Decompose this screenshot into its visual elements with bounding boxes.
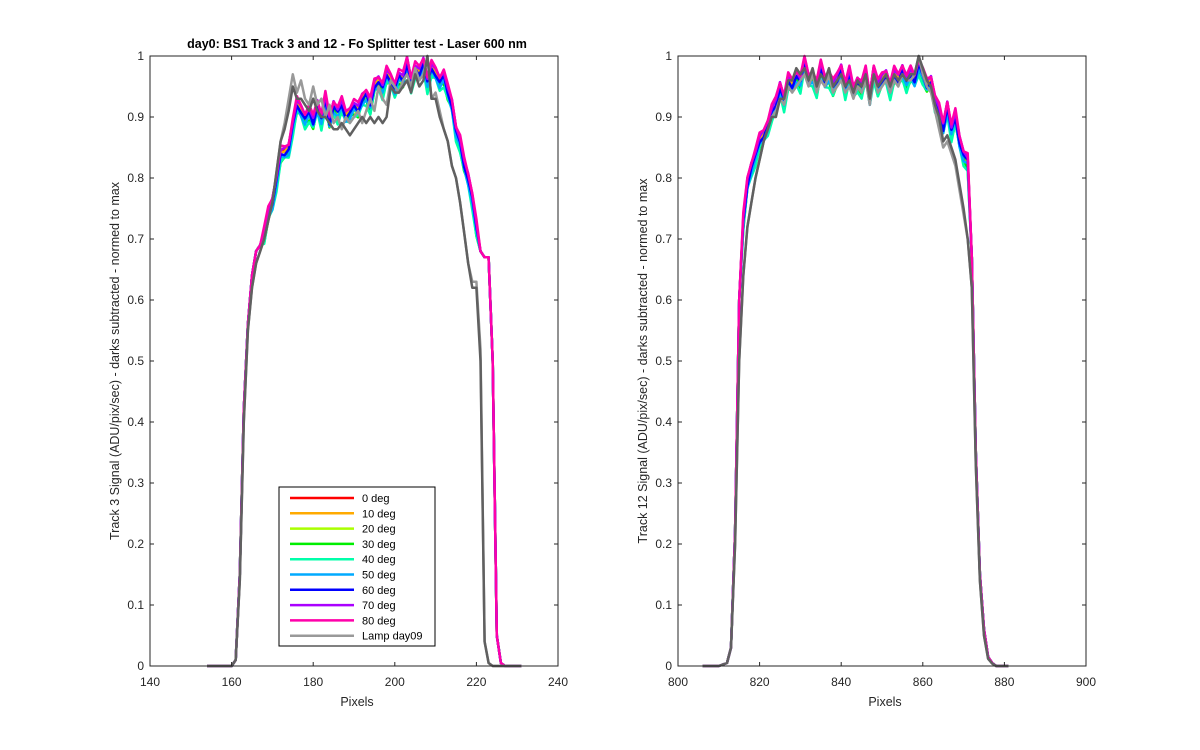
left-y-tick-label: 0.2 — [127, 537, 144, 551]
left-x-tick-label: 140 — [140, 675, 160, 689]
legend-entry: 0 deg — [362, 493, 390, 505]
legend-entry: 50 deg — [362, 570, 396, 582]
right-series-line-10 — [702, 54, 1009, 668]
right-y-tick-label: 0.7 — [655, 232, 672, 246]
left-plot: 140 160 180 200 220 240 0 0.1 0.2 0.3 0.4 0.5 0.6 0.7… — [108, 37, 568, 709]
right-x-tick-label: 900 — [1076, 675, 1096, 689]
right-plot-area — [678, 56, 1086, 666]
left-y-tick-label: 0.4 — [127, 415, 144, 429]
chart-title: day0: BS1 Track 3 and 12 - Fo Splitter t… — [187, 37, 527, 51]
left-series-line-10 — [207, 54, 522, 668]
left-x-tick-label: 240 — [548, 675, 568, 689]
left-y-axis-label: Track 3 Signal (ADU/pix/sec) - darks sub… — [108, 181, 122, 540]
right-x-tick-label: 800 — [668, 675, 688, 689]
left-y-tick-label: 0.7 — [127, 232, 144, 246]
right-x-axis-label: Pixels — [868, 695, 901, 709]
legend-entry: 40 deg — [362, 554, 396, 566]
left-plot-ticks: 140 160 180 200 220 240 0 0.1 0.2 0.3 0.4 0.5 0.6 0.7… — [127, 49, 568, 689]
legend-entry: 30 deg — [362, 539, 396, 551]
left-x-tick-label: 200 — [385, 675, 405, 689]
left-series-line-8 — [207, 55, 522, 668]
left-x-tick-label: 220 — [466, 675, 486, 689]
right-plot-lines — [702, 54, 1009, 668]
right-y-tick-label: 0.3 — [655, 476, 672, 490]
right-plot-frame — [677, 55, 1087, 667]
right-y-tick-label: 0.1 — [655, 598, 672, 612]
right-plot: 800 820 840 860 880 900 0 0.1 0.2 0.3 0.4 0.5 0.6 0.7… — [636, 49, 1096, 709]
left-y-tick-label: 0.6 — [127, 293, 144, 307]
legend: 0 deg 10 deg 20 deg 30 deg 40 deg 50 deg 60 de… — [278, 486, 436, 647]
left-y-tick-label: 1 — [137, 49, 144, 63]
legend-entry: 70 deg — [362, 600, 396, 612]
right-y-tick-label: 0.2 — [655, 537, 672, 551]
left-y-tick-label: 0.9 — [127, 110, 144, 124]
right-y-tick-label: 0.4 — [655, 415, 672, 429]
left-x-tick-label: 180 — [303, 675, 323, 689]
left-plot-frame — [149, 55, 559, 667]
right-x-tick-label: 820 — [750, 675, 770, 689]
left-y-tick-label: 0 — [137, 659, 144, 673]
left-y-tick-label: 0.1 — [127, 598, 144, 612]
left-plot-lines — [207, 54, 522, 668]
right-x-tick-label: 860 — [913, 675, 933, 689]
left-x-axis-label: Pixels — [340, 695, 373, 709]
legend-entry: 60 deg — [362, 585, 396, 597]
right-y-axis-label: Track 12 Signal (ADU/pix/sec) - darks su… — [636, 178, 650, 544]
right-x-tick-label: 880 — [994, 675, 1014, 689]
right-y-tick-label: 0.9 — [655, 110, 672, 124]
right-y-tick-label: 1 — [665, 49, 672, 63]
right-plot-ticks: 800 820 840 860 880 900 0 0.1 0.2 0.3 0.4 0.5 0.6 0.7… — [655, 49, 1096, 689]
legend-entry: 80 deg — [362, 615, 396, 627]
right-y-tick-label: 0 — [665, 659, 672, 673]
right-y-tick-label: 0.5 — [655, 354, 672, 368]
right-y-tick-label: 0.6 — [655, 293, 672, 307]
legend-entry: 10 deg — [362, 508, 396, 520]
right-series-line-8 — [702, 54, 1009, 668]
legend-box — [278, 486, 436, 647]
right-y-tick-label: 0.8 — [655, 171, 672, 185]
right-x-tick-label: 840 — [831, 675, 851, 689]
left-y-tick-label: 0.8 — [127, 171, 144, 185]
left-y-tick-label: 0.3 — [127, 476, 144, 490]
legend-entry: 20 deg — [362, 524, 396, 536]
left-y-tick-label: 0.5 — [127, 354, 144, 368]
legend-entry: Lamp day09 — [362, 631, 423, 643]
left-x-tick-label: 160 — [222, 675, 242, 689]
